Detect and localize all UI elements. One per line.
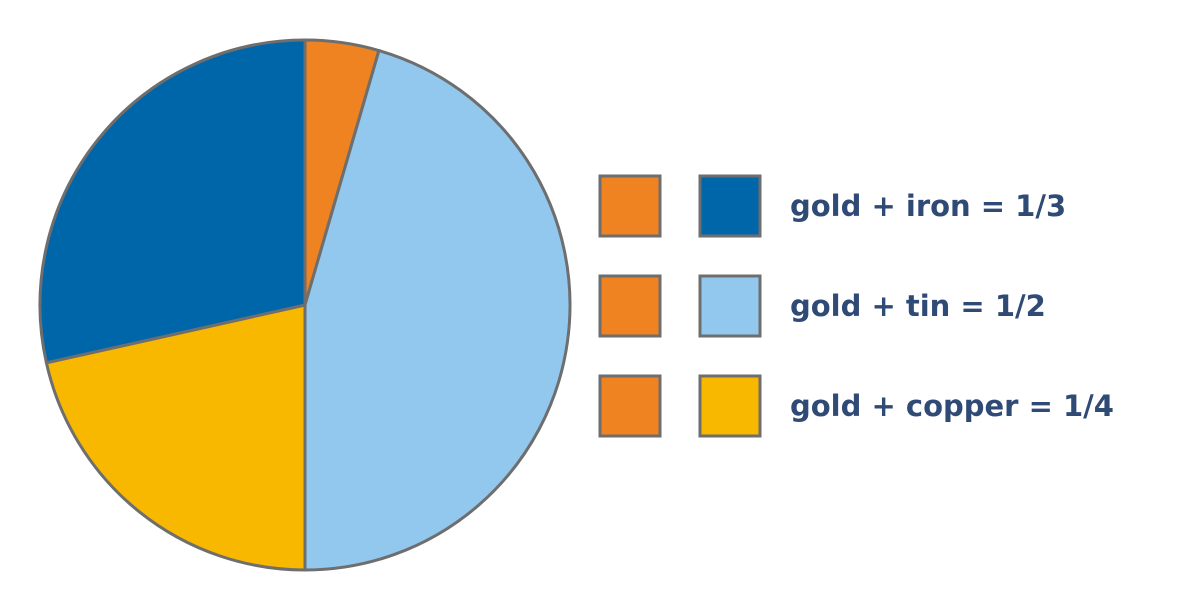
legend-item-1: gold + iron = 1/3 — [598, 174, 1066, 238]
legend-swatch — [698, 174, 762, 238]
legend-label: gold + iron = 1/3 — [790, 189, 1066, 223]
legend-swatch — [598, 274, 662, 338]
pie-slices — [38, 38, 572, 572]
legend-swatch — [598, 174, 662, 238]
legend-label: gold + copper = 1/4 — [790, 389, 1114, 423]
legend-label: gold + tin = 1/2 — [790, 289, 1046, 323]
legend: gold + iron = 1/3 gold + tin = 1/2 gold + … — [598, 174, 1114, 438]
pie-slice-iron — [38, 38, 307, 365]
legend-item-2: gold + tin = 1/2 — [598, 274, 1046, 338]
legend-swatch — [698, 374, 762, 438]
legend-swatch — [598, 374, 662, 438]
legend-item-3: gold + copper = 1/4 — [598, 374, 1114, 438]
pie-slice-tin — [303, 49, 572, 572]
pie-slice-copper — [44, 303, 307, 572]
legend-swatch — [698, 274, 762, 338]
